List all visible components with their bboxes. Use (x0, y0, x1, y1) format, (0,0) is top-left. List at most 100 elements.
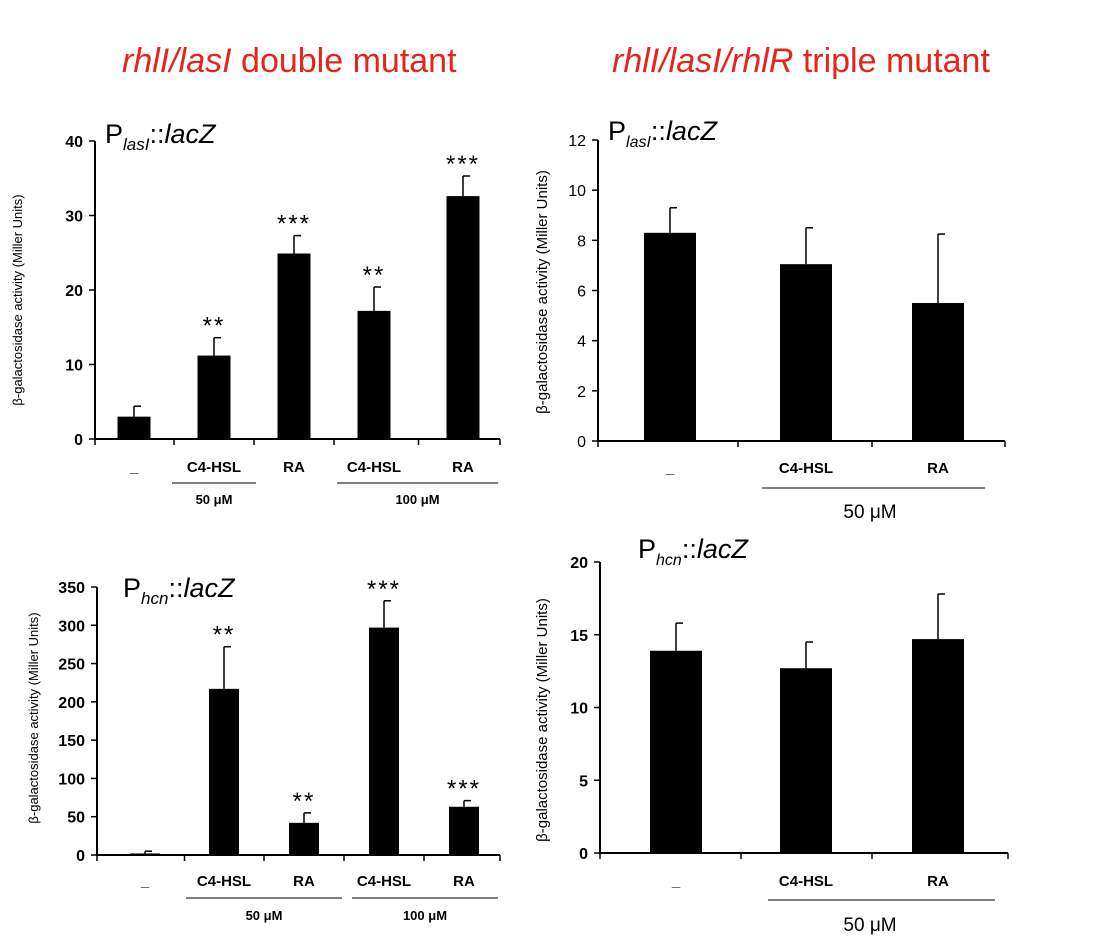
significance-mark: ** (363, 262, 386, 289)
significance-mark: *** (446, 151, 480, 178)
y-tick-label: 5 (579, 773, 588, 790)
group-label: 50 μM (843, 915, 896, 936)
title-separator: :: (682, 534, 697, 564)
bar (912, 303, 964, 441)
y-tick-label: 0 (76, 848, 85, 865)
y-tick-label: 50 (67, 810, 85, 827)
y-tick-label: 20 (570, 555, 588, 572)
bar (912, 639, 964, 853)
y-tick-label: 300 (58, 618, 85, 635)
significance-mark: *** (367, 576, 401, 603)
bar (446, 196, 480, 439)
bar (209, 688, 239, 855)
left-column-header: rhlI/lasI double mutant (122, 42, 457, 80)
bar (130, 853, 160, 855)
y-axis-label: β-galactosidase activity (Miller Units) (534, 170, 551, 414)
y-tick-label: 40 (65, 134, 83, 151)
category-label: C4-HSL (197, 873, 251, 890)
y-tick-label: 6 (577, 284, 586, 301)
category-label: RA (453, 873, 475, 890)
title-gene: lacZ (165, 119, 218, 149)
y-tick-label: 20 (65, 283, 83, 300)
title-separator: :: (168, 573, 183, 603)
y-tick-label: 15 (570, 628, 588, 645)
category-label: _ (129, 459, 139, 476)
significance-mark: *** (277, 211, 311, 238)
y-tick-label: 200 (58, 695, 85, 712)
bar (780, 668, 832, 853)
bar (117, 416, 151, 439)
group-label: 50 μM (196, 492, 233, 507)
right-column-header: rhlI/lasI/rhlR triple mutant (612, 42, 990, 80)
title-p: P (123, 573, 141, 603)
y-tick-label: 100 (58, 771, 85, 788)
title-p: P (105, 119, 123, 149)
title-separator: :: (149, 119, 164, 149)
y-axis-label: β-galactosidase activity (Miller Units) (534, 598, 551, 842)
left-header-italic: rhlI/lasI (122, 42, 232, 80)
group-label: 100 μM (395, 492, 439, 507)
category-label: RA (452, 459, 474, 476)
category-label: C4-HSL (357, 873, 411, 890)
category-label: RA (927, 873, 949, 890)
chart-title: PlasI::lacZ (105, 119, 217, 154)
category-label: C4-HSL (187, 459, 241, 476)
title-subscript: hcn (141, 589, 168, 608)
y-tick-label: 4 (577, 334, 586, 351)
category-label: _ (140, 873, 150, 890)
right-header-italic: rhlI/lasI/rhlR (612, 42, 793, 80)
y-tick-label: 150 (58, 733, 85, 750)
title-subscript: lasI (123, 135, 150, 154)
y-tick-label: 350 (58, 580, 85, 597)
title-p: P (638, 534, 656, 564)
title-gene: lacZ (697, 534, 750, 564)
category-label: C4-HSL (779, 873, 833, 890)
bar (277, 253, 311, 439)
bar (449, 806, 479, 855)
title-gene: lacZ (183, 573, 236, 603)
title-gene: lacZ (666, 116, 719, 146)
significance-mark: ** (293, 788, 316, 815)
y-tick-label: 2 (577, 384, 586, 401)
y-tick-label: 10 (65, 358, 83, 375)
y-tick-label: 0 (579, 846, 588, 863)
group-label: 100 μM (403, 908, 447, 923)
title-subscript: lasI (626, 134, 651, 151)
chart-title: PlasI::lacZ (608, 116, 718, 151)
y-axis-label: β-galactosidase activity (Miller Units) (10, 194, 25, 405)
title-p: P (608, 116, 626, 146)
significance-mark: ** (203, 313, 226, 340)
y-tick-label: 10 (570, 701, 588, 718)
y-tick-label: 10 (568, 183, 586, 200)
bar (650, 650, 702, 853)
category-label: RA (293, 873, 315, 890)
y-tick-label: 8 (577, 233, 586, 250)
y-tick-label: 30 (65, 209, 83, 226)
bar (780, 264, 832, 441)
bar (197, 355, 231, 439)
y-tick-label: 12 (568, 133, 586, 150)
left-header-rest: double mutant (232, 42, 457, 80)
bar (289, 822, 319, 855)
y-tick-label: 0 (577, 434, 586, 451)
y-axis-label: β-galactosidase activity (Miller Units) (26, 612, 41, 823)
y-tick-label: 0 (74, 432, 83, 449)
right-header-rest: triple mutant (793, 42, 990, 80)
category-label: _ (671, 873, 681, 890)
category-label: _ (665, 460, 675, 477)
y-tick-label: 250 (58, 657, 85, 674)
bar (357, 310, 391, 439)
title-separator: :: (651, 116, 666, 146)
bar (369, 627, 399, 855)
significance-mark: *** (447, 776, 481, 803)
category-label: RA (927, 460, 949, 477)
category-label: RA (283, 459, 305, 476)
chart-title: Phcn::lacZ (123, 573, 236, 608)
title-subscript: hcn (656, 552, 682, 569)
chart-title: Phcn::lacZ (638, 534, 749, 569)
